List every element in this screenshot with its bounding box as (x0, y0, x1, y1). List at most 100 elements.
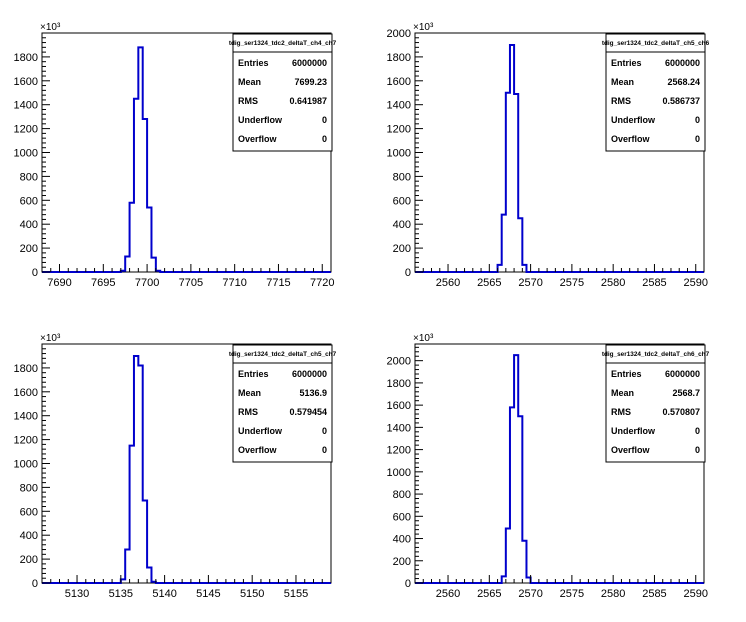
stats-box: tdig_ser1324_tdc2_deltaT_ch5_ch6 Entries 6… (602, 33, 710, 152)
y-tick-label: 200 (20, 243, 38, 255)
histogram-bin (502, 215, 506, 272)
y-tick-label: 400 (20, 219, 38, 231)
stats-value: 2568.7 (672, 388, 700, 398)
histogram-bin (147, 567, 151, 583)
histogram-panel-1: 0 200 400 600 800 1000 1200 1400 1600 1800 7690 769… (14, 22, 337, 289)
stats-title: tdig_ser1324_tdc2_deltaT_ch5_ch7 (229, 351, 337, 358)
y-tick-label: 1000 (14, 459, 38, 471)
y-tick-label: 1000 (14, 148, 38, 160)
x-tick-label: 2575 (560, 588, 584, 600)
stats-label: Underflow (611, 426, 656, 436)
stats-value: 0.641987 (289, 96, 327, 106)
y-tick-label: 1000 (387, 148, 411, 160)
x-tick-label: 2575 (560, 277, 584, 289)
x-tick-label: 7710 (222, 277, 246, 289)
stats-value: 6000000 (292, 58, 327, 68)
x-tick-label: 5135 (109, 588, 133, 600)
y-tick-label: 2000 (387, 356, 411, 368)
histogram-line (42, 46, 331, 273)
histogram-bin (134, 99, 138, 272)
stats-title: tdig_ser1324_tdc2_deltaT_ch5_ch6 (602, 40, 710, 47)
stats-value: 6000000 (665, 58, 700, 68)
histogram-bin (502, 576, 506, 583)
x-tick-label: 2590 (684, 588, 708, 600)
stats-label: Overflow (238, 134, 278, 144)
histogram-bin (143, 501, 147, 583)
histogram-bin (506, 529, 510, 583)
stats-title: tdig_ser1324_tdc2_deltaT_ch6_ch7 (602, 351, 710, 358)
y-tick-label: 400 (20, 530, 38, 542)
x-tick-label: 2590 (684, 277, 708, 289)
histogram-bin (130, 203, 134, 272)
histogram-bin (130, 446, 134, 583)
histogram-bin (125, 256, 129, 272)
stats-label: Entries (238, 369, 269, 379)
histogram-bin (518, 218, 522, 272)
x-tick-label: 2580 (601, 588, 625, 600)
x-tick-label: 7695 (91, 277, 115, 289)
stats-label: Entries (611, 369, 642, 379)
histogram-bin (514, 355, 518, 583)
stats-label: RMS (611, 96, 631, 106)
stats-label: RMS (238, 96, 258, 106)
stats-value: 0 (695, 115, 700, 125)
histogram-bin (522, 265, 526, 272)
stats-box-frame (605, 344, 706, 463)
x-tick-label: 7715 (266, 277, 290, 289)
y-multiplier-label: ×10³ (413, 333, 434, 344)
stats-label: Mean (611, 388, 634, 398)
stats-label: Mean (238, 388, 261, 398)
histogram-bin (121, 579, 125, 583)
stats-box: tdig_ser1324_tdc2_deltaT_ch4_ch7 Entries 6… (229, 33, 337, 152)
stats-label: Overflow (238, 445, 278, 455)
x-tick-label: 7720 (310, 277, 334, 289)
y-tick-label: 1800 (387, 52, 411, 64)
x-tick-label: 5145 (196, 588, 220, 600)
histogram-bin (138, 47, 142, 272)
stats-value: 7699.23 (294, 77, 327, 87)
stats-box: tdig_ser1324_tdc2_deltaT_ch5_ch7 Entries 6… (229, 344, 337, 463)
stats-box-frame (232, 33, 333, 152)
stats-value: 6000000 (292, 369, 327, 379)
stats-box-frame (232, 344, 333, 463)
y-multiplier-label: ×10³ (40, 22, 61, 33)
stats-label: Underflow (238, 426, 283, 436)
y-tick-label: 0 (32, 267, 38, 279)
x-tick-label: 7690 (47, 277, 71, 289)
x-tick-label: 5140 (152, 588, 176, 600)
stats-value: 0 (322, 426, 327, 436)
stats-value: 6000000 (665, 369, 700, 379)
y-tick-label: 1200 (14, 435, 38, 447)
x-tick-label: 2565 (477, 588, 501, 600)
y-tick-label: 1200 (14, 124, 38, 136)
histogram-panel-3: 0 200 400 600 800 1000 1200 1400 1600 1800 5130 513… (14, 333, 337, 600)
y-tick-label: 0 (32, 578, 38, 590)
histogram-line (415, 354, 704, 584)
x-tick-label: 2570 (518, 277, 542, 289)
y-tick-label: 800 (393, 171, 411, 183)
y-tick-label: 1600 (14, 76, 38, 88)
y-tick-label: 0 (405, 578, 411, 590)
stats-label: Underflow (238, 115, 283, 125)
y-tick-label: 1600 (387, 400, 411, 412)
y-tick-label: 1400 (14, 411, 38, 423)
histogram-line (42, 354, 331, 584)
histogram-panel-4: 0 200 400 600 800 1000 1200 1400 1600 1800 2000 256… (387, 333, 710, 600)
histogram-bin (121, 271, 125, 272)
stats-label: Overflow (611, 445, 651, 455)
y-tick-label: 1200 (387, 445, 411, 457)
histogram-panel-2: 0 200 400 600 800 1000 1200 1400 1600 1800 2000 256… (387, 22, 710, 289)
histogram-bin (510, 407, 514, 583)
histogram-bin (518, 416, 522, 583)
histogram-bin (506, 93, 510, 272)
y-tick-label: 400 (393, 219, 411, 231)
x-tick-label: 5155 (284, 588, 308, 600)
x-tick-label: 2560 (436, 588, 460, 600)
stats-value: 0.570807 (662, 407, 700, 417)
y-tick-label: 1200 (387, 124, 411, 136)
x-tick-label: 2560 (436, 277, 460, 289)
stats-value: 0 (695, 445, 700, 455)
stats-label: RMS (611, 407, 631, 417)
y-tick-label: 800 (20, 171, 38, 183)
x-tick-label: 5130 (65, 588, 89, 600)
